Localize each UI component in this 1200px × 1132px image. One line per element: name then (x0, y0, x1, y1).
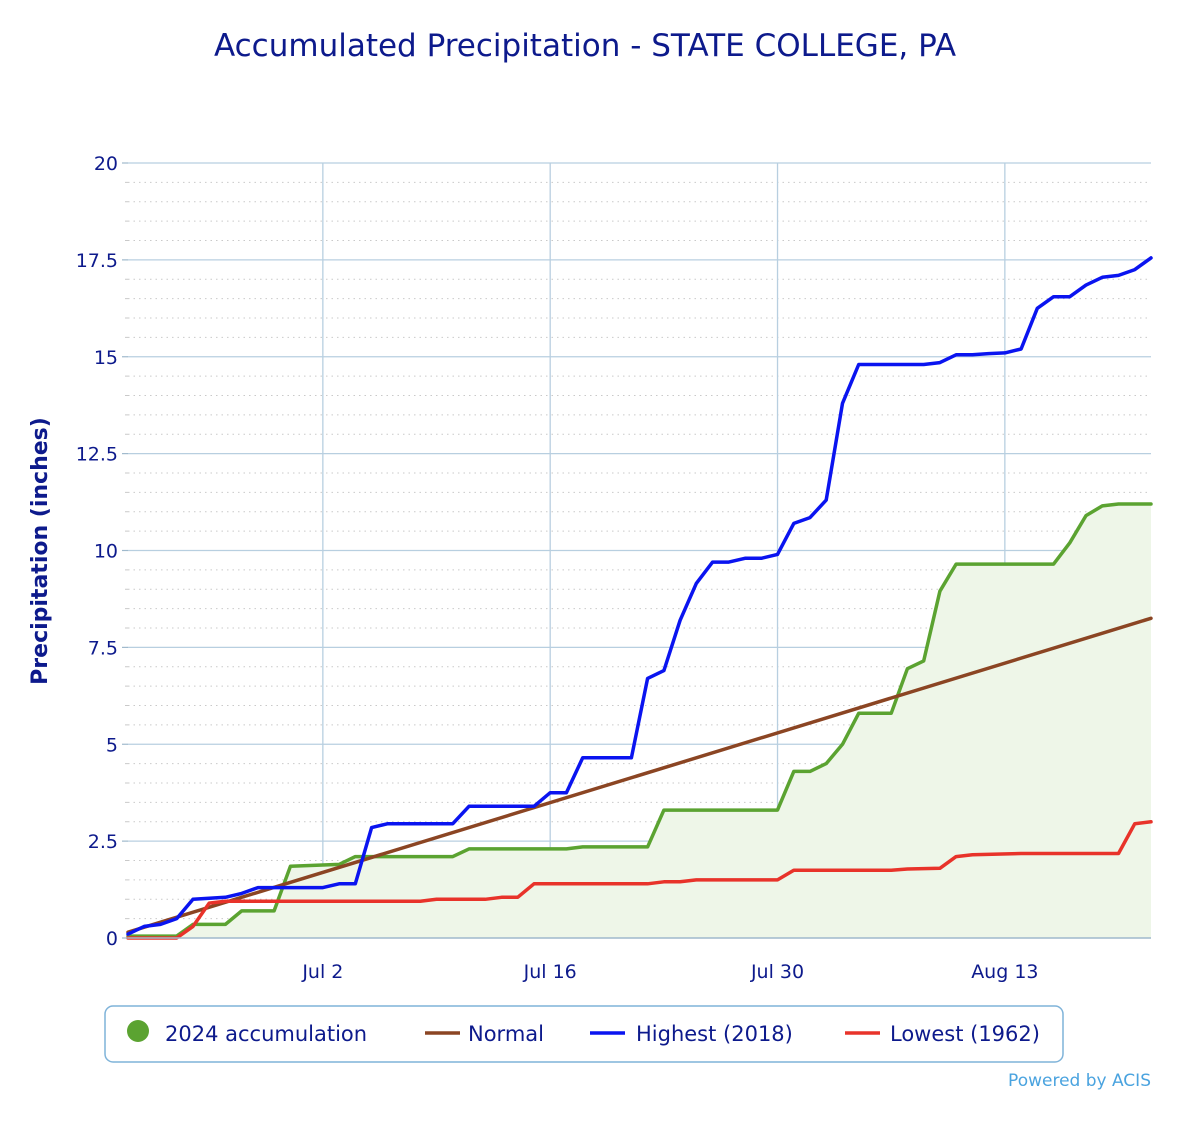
y-tick-label: 7.5 (88, 637, 118, 659)
y-axis-label: Precipitation (inches) (28, 417, 53, 685)
legend-label-highest[interactable]: Highest (2018) (636, 1022, 793, 1046)
chart-title: Accumulated Precipitation - STATE COLLEG… (214, 28, 956, 64)
area-2024-fill (128, 504, 1151, 938)
series-lowest-1962[interactable] (126, 820, 1153, 940)
series-normal[interactable] (126, 616, 1153, 934)
axis-layer (122, 162, 1151, 939)
y-tick-label: 0 (106, 928, 118, 950)
x-tick-label: Aug 13 (971, 961, 1038, 983)
legend: 2024 accumulation Normal Highest (2018) … (104, 1005, 1064, 1063)
y-tick-label: 12.5 (76, 444, 118, 466)
y-tick-label: 10 (94, 541, 118, 563)
legend-label-lowest[interactable]: Lowest (1962) (890, 1022, 1040, 1046)
y-tick-label: 15 (94, 347, 118, 369)
x-tick-label: Jul 2 (301, 961, 343, 983)
legend-marker-2024[interactable] (127, 1020, 149, 1042)
x-tick-label: Jul 16 (523, 961, 577, 983)
legend-label-normal[interactable]: Normal (468, 1022, 544, 1046)
series-highest-2018[interactable] (126, 256, 1153, 936)
y-tick-label: 20 (94, 153, 118, 175)
area-layer (128, 504, 1151, 938)
major-grid (128, 162, 1151, 938)
series-2024-accumulation[interactable] (126, 502, 1153, 938)
series-layer (126, 256, 1153, 940)
x-tick-label: Jul 30 (750, 961, 804, 983)
legend-box (104, 1005, 1064, 1063)
y-tick-label: 2.5 (88, 831, 118, 853)
credit-link[interactable]: Powered by ACIS (1008, 1071, 1151, 1091)
x-tick-labels: Jul 2 Jul 16 Jul 30 Aug 13 (301, 961, 1038, 983)
y-tick-label: 17.5 (76, 250, 118, 272)
y-tick-label: 5 (106, 734, 118, 756)
legend-label-2024[interactable]: 2024 accumulation (165, 1022, 367, 1046)
y-tick-labels: 0 2.5 5 7.5 10 12.5 15 17.5 20 (76, 153, 118, 950)
